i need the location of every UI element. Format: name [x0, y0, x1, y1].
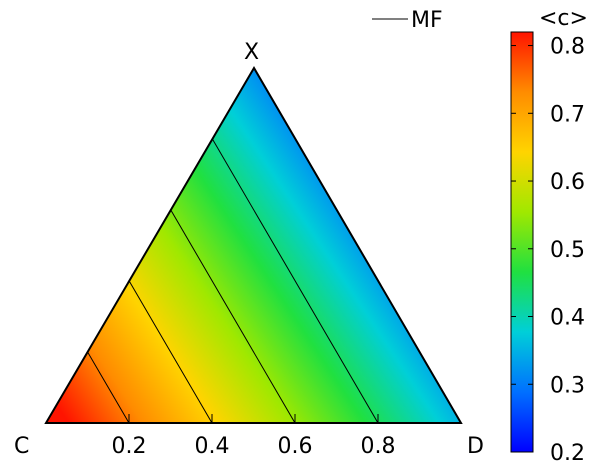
base-tick-label-2: 0.6 — [278, 434, 313, 459]
colorbar-tick-label-3: 0.5 — [550, 238, 585, 263]
colorbar-title: <c> — [539, 6, 588, 31]
base-tick-label-0: 0.2 — [112, 434, 147, 459]
ternary-color-field — [46, 68, 461, 423]
corner-label-left: C — [14, 434, 29, 459]
corner-label-right: D — [467, 434, 484, 459]
colorbar-rect — [510, 31, 534, 453]
colorbar-tick-label-4: 0.6 — [550, 170, 585, 195]
base-tick-label-3: 0.8 — [361, 434, 396, 459]
colorbar-tick-label-0: 0.2 — [550, 441, 585, 462]
legend-label-mf: MF — [411, 8, 443, 33]
contour-line-0 — [46, 68, 130, 423]
colorbar: <c> 0.2 0.3 0.4 0.5 0.6 0.7 0.8 — [510, 6, 588, 462]
base-axis-ticks: 0.2 0.4 0.6 0.8 — [112, 414, 396, 459]
colorbar-tick-label-5: 0.7 — [550, 102, 585, 127]
triangle-outline — [44, 66, 463, 424]
colorbar-tick-label-1: 0.3 — [550, 373, 585, 398]
colorbar-ticks: 0.2 0.3 0.4 0.5 0.6 0.7 0.8 — [511, 35, 585, 462]
colorbar-tick-label-6: 0.8 — [550, 35, 585, 60]
corner-labels: C D X — [14, 40, 484, 459]
plot-area: 0.2 0.4 0.6 0.8 — [44, 66, 463, 459]
colorbar-tick-label-2: 0.4 — [550, 306, 585, 331]
legend: MF — [372, 8, 443, 33]
base-tick-label-1: 0.4 — [195, 434, 230, 459]
corner-label-top: X — [244, 40, 259, 65]
